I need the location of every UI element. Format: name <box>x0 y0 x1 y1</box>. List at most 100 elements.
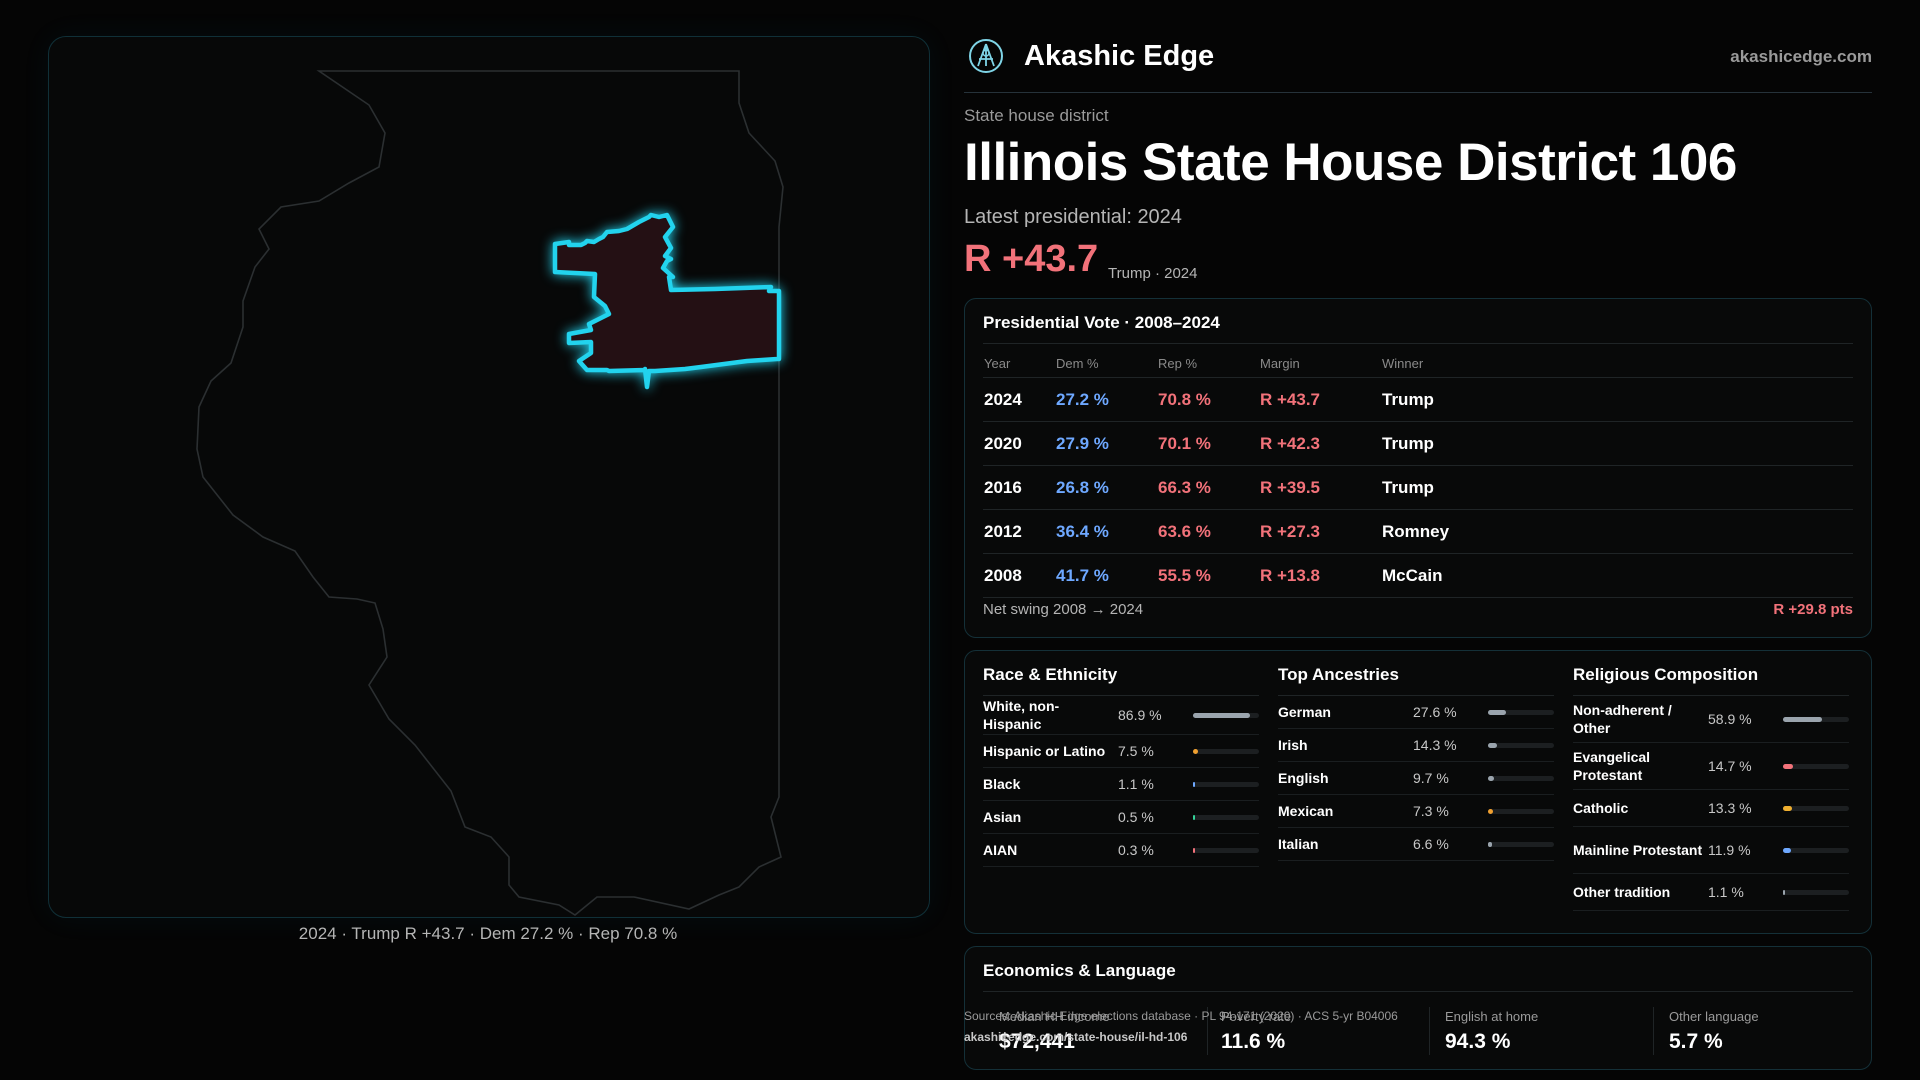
item-label: Mainline Protestant <box>1573 842 1703 858</box>
share-bar <box>1783 806 1849 811</box>
stat-label: English at home <box>1445 1009 1539 1024</box>
row-year: 2024 <box>983 377 1055 422</box>
share-bar-fill <box>1783 717 1822 722</box>
item-pct: 7.5 % <box>1118 743 1154 759</box>
row-dem: 26.8 % <box>1055 465 1157 510</box>
item-pct: 7.3 % <box>1413 803 1449 819</box>
row-margin: R +13.8 <box>1259 553 1381 598</box>
item-pct: 0.3 % <box>1118 842 1154 858</box>
item-pct: 11.9 % <box>1708 842 1751 858</box>
table-row: 2012 36.4 % 63.6 % R +27.3 Romney <box>983 509 1853 554</box>
item-pct: 58.9 % <box>1708 711 1752 727</box>
item-label: AIAN <box>983 842 1018 858</box>
item-pct: 1.1 % <box>1708 884 1744 900</box>
presidential-table: Year Dem % Rep % Margin Winner 2024 27.2… <box>983 349 1853 598</box>
site-link[interactable]: akashicedge.com <box>1730 47 1872 66</box>
share-bar-fill <box>1193 815 1195 820</box>
stat-value: 11.6 % <box>1221 1030 1286 1053</box>
share-bar <box>1488 743 1554 748</box>
page-url-link[interactable]: akashicedge.com/state-house/il-hd-106 <box>964 1030 1188 1044</box>
row-dem: 27.2 % <box>1055 377 1157 422</box>
item-label: White, non-Hispanic <box>983 698 1060 732</box>
ancestries-section: Top Ancestries German 27.6 % Irish 14.3 … <box>1278 665 1554 861</box>
share-bar <box>1783 848 1849 853</box>
share-bar-fill <box>1488 776 1495 781</box>
row-margin: R +27.3 <box>1259 509 1381 554</box>
col-rep: Rep % <box>1157 349 1259 378</box>
stat-label: Poverty rate <box>1221 1009 1292 1024</box>
stat-value: $72,441 <box>999 1030 1075 1053</box>
row-dem: 36.4 % <box>1055 509 1157 554</box>
stat-value: 5.7 % <box>1669 1030 1723 1053</box>
row-year: 2016 <box>983 465 1055 510</box>
share-bar <box>1783 890 1849 895</box>
share-bar <box>1783 764 1849 769</box>
share-bar <box>1193 713 1259 718</box>
row-rep: 55.5 % <box>1157 553 1259 598</box>
row-margin: R +42.3 <box>1259 421 1381 466</box>
item-pct: 13.3 % <box>1708 800 1752 816</box>
item-pct: 86.9 % <box>1118 707 1162 723</box>
net-swing-label: Net swing 2008 → 2024 <box>983 601 1144 618</box>
list-item: AIAN 0.3 % <box>983 834 1259 867</box>
row-dem: 41.7 % <box>1055 553 1157 598</box>
list-item: Irish 14.3 % <box>1278 729 1554 762</box>
brand-header: Akashic Edge akashicedge.com <box>964 36 1872 93</box>
stat-label: Other language <box>1669 1009 1759 1024</box>
list-item: Evangelical Protestant 14.7 % <box>1573 743 1849 790</box>
row-year: 2020 <box>983 421 1055 466</box>
list-item: English 9.7 % <box>1278 762 1554 795</box>
list-item: White, non-Hispanic 86.9 % <box>983 696 1259 735</box>
district-type: State house district <box>964 106 1109 125</box>
row-winner: Trump <box>1381 377 1853 422</box>
race-ethnicity-section: Race & Ethnicity White, non-Hispanic 86.… <box>983 665 1259 867</box>
sources-footer: Sources: Akashic Edge elections database… <box>964 1006 1398 1048</box>
item-pct: 1.1 % <box>1118 776 1154 792</box>
net-swing-value: R +29.8 pts <box>1773 601 1853 618</box>
table-row: 2024 27.2 % 70.8 % R +43.7 Trump <box>983 377 1853 422</box>
item-label: Italian <box>1278 836 1319 852</box>
list-item: Asian 0.5 % <box>983 801 1259 834</box>
item-label: Catholic <box>1573 800 1629 816</box>
share-bar-fill <box>1783 764 1793 769</box>
list-item: Catholic 13.3 % <box>1573 790 1849 827</box>
item-pct: 6.6 % <box>1413 836 1449 852</box>
item-label: English <box>1278 770 1329 786</box>
economics-card: Economics & Language Median HH income $7… <box>964 946 1872 1070</box>
presidential-vote-title: Presidential Vote · 2008–2024 <box>983 313 1220 332</box>
share-bar <box>1488 842 1554 847</box>
col-winner: Winner <box>1381 349 1853 378</box>
share-bar-fill <box>1488 842 1493 847</box>
district-shape[interactable] <box>552 212 782 390</box>
stat-value: 94.3 % <box>1445 1030 1511 1053</box>
state-outline <box>196 70 784 916</box>
share-bar-fill <box>1193 848 1195 853</box>
logo-icon <box>969 39 1003 73</box>
brand-name: Akashic Edge <box>1024 40 1215 72</box>
share-bar-fill <box>1783 890 1785 895</box>
list-item: Hispanic or Latino 7.5 % <box>983 735 1259 768</box>
headline-margin: R +43.7 <box>964 238 1099 280</box>
list-item: Non-adherent / Other 58.9 % <box>1573 696 1849 743</box>
share-bar-fill <box>1193 749 1198 754</box>
share-bar-fill <box>1488 743 1498 748</box>
list-item: Mainline Protestant 11.9 % <box>1573 827 1849 874</box>
stat-other-language: Other language 5.7 % <box>1669 1009 1759 1054</box>
share-bar <box>1193 815 1259 820</box>
share-bar-fill <box>1783 848 1791 853</box>
table-row: 2020 27.9 % 70.1 % R +42.3 Trump <box>983 421 1853 466</box>
latest-presidential: Latest presidential: 2024 <box>964 206 1182 228</box>
page-title: Illinois State House District 106 <box>964 133 1737 192</box>
sources-text: Sources: Akashic Edge elections database… <box>964 1009 1398 1023</box>
item-label: Black <box>983 776 1021 792</box>
share-bar-fill <box>1488 809 1493 814</box>
ancestries-title: Top Ancestries <box>1278 665 1554 696</box>
col-margin: Margin <box>1259 349 1381 378</box>
share-bar <box>1488 809 1554 814</box>
row-winner: Romney <box>1381 509 1853 554</box>
row-dem: 27.9 % <box>1055 421 1157 466</box>
presidential-vote-card: Presidential Vote · 2008–2024 Year Dem %… <box>964 298 1872 638</box>
stat-poverty-rate: Poverty rate 11.6 % <box>1221 1009 1291 1054</box>
share-bar <box>1193 749 1259 754</box>
list-item: Italian 6.6 % <box>1278 828 1554 861</box>
